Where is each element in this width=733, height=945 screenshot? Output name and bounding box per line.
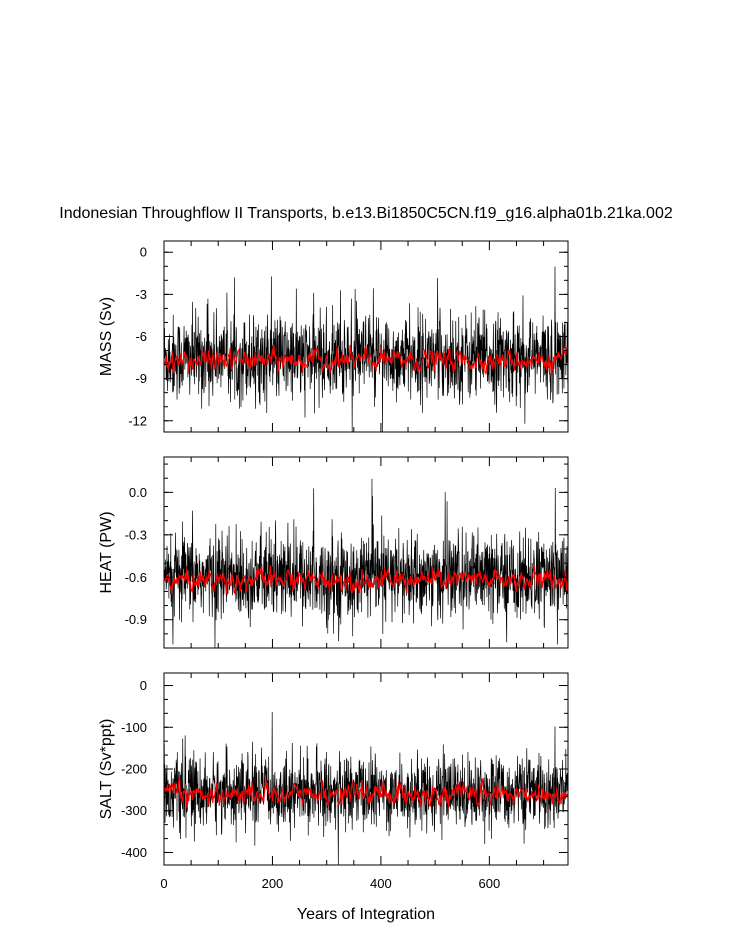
y-tick-label: -0.6 — [125, 570, 147, 585]
y-tick-label: -0.3 — [125, 527, 147, 542]
y-tick-label: 0.0 — [129, 485, 147, 500]
plot-frame-2 — [163, 456, 569, 649]
y-tick-label: -3 — [135, 287, 147, 302]
panel-3: 0 -100 -200 -300 -400 0 200 400 600 SALT (Sv*ppt) — [98, 672, 569, 891]
smoothed-series-line-3 — [164, 778, 568, 809]
y-tick-label: -200 — [121, 762, 147, 777]
x-tick-label: 600 — [479, 876, 501, 891]
y-tick-label: -100 — [121, 720, 147, 735]
y-axis-title-3: SALT (Sv*ppt) — [98, 719, 115, 820]
x-tick-label: 200 — [262, 876, 284, 891]
smoothed-series-line-2 — [164, 565, 568, 595]
y-tick-label: 0 — [140, 245, 147, 260]
raw-series-line-2 — [164, 478, 568, 648]
plot-frame-3 — [163, 672, 569, 866]
y-tick-label: -300 — [121, 803, 147, 818]
y-tick-label: -0.9 — [125, 612, 147, 627]
smoothed-series-line-1 — [164, 344, 568, 376]
y-tick-label: -400 — [121, 845, 147, 860]
y-axis-title-2: HEAT (PW) — [98, 511, 115, 593]
figure-title: Indonesian Throughflow II Transports, b.… — [59, 205, 673, 222]
panel-1: 0 -3 -6 -9 -12 MASS (Sv) — [98, 240, 569, 433]
y-tick-label: -9 — [135, 371, 147, 386]
x-axis-title: Years of Integration — [297, 906, 435, 923]
panel-2: 0.0 -0.3 -0.6 -0.9 HEAT (PW) — [98, 456, 569, 649]
x-tick-label: 0 — [160, 876, 167, 891]
y-axis-title-1: MASS (Sv) — [98, 297, 115, 376]
x-tick-label: 400 — [370, 876, 392, 891]
panels: 0 -3 -6 -9 -12 MASS (Sv) 0.0 -0.3 -0.6 -0.9 HEAT (… — [98, 240, 569, 891]
y-tick-label: 0 — [140, 678, 147, 693]
y-tick-label: -12 — [128, 413, 147, 428]
y-tick-label: -6 — [135, 329, 147, 344]
